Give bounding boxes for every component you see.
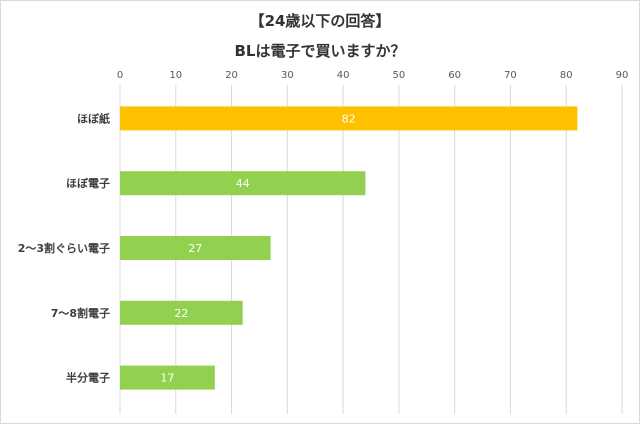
x-tick-label: 50: [393, 70, 406, 81]
bars: [120, 106, 578, 390]
x-tick-label: 10: [169, 70, 182, 81]
data-label: 44: [236, 177, 250, 190]
category-label: 7～8割電子: [51, 306, 110, 320]
x-tick-label: 80: [560, 70, 573, 81]
data-labels: 82 44 27 22 17: [160, 112, 355, 384]
chart-title-line2: BLは電子で買いますか？: [234, 42, 406, 60]
x-tick-label: 20: [225, 70, 238, 81]
bar: [120, 236, 271, 260]
category-label: ほぼ紙: [77, 111, 110, 125]
category-label: 2～3割ぐらい電子: [18, 241, 110, 255]
x-tick-label: 70: [504, 70, 517, 81]
data-label: 82: [342, 112, 356, 125]
bar: [120, 106, 578, 131]
data-label: 17: [160, 372, 174, 385]
x-tick-label: 60: [448, 70, 461, 81]
x-tick-label: 40: [337, 70, 350, 81]
data-label: 22: [174, 307, 188, 320]
data-label: 27: [188, 242, 202, 255]
category-label: 半分電子: [66, 371, 110, 385]
bar: [120, 171, 366, 196]
x-tick-label: 90: [616, 70, 629, 81]
x-tick-label: 0: [117, 70, 123, 81]
bar: [120, 300, 243, 325]
bar: [120, 365, 215, 390]
x-axis-ticks: 0 10 20 30 40 50 60 70 80 90: [117, 70, 629, 81]
x-tick-label: 30: [281, 70, 294, 81]
category-label: ほぼ電子: [66, 177, 110, 190]
chart-title-line1: 【24歳以下の回答】: [249, 12, 391, 30]
